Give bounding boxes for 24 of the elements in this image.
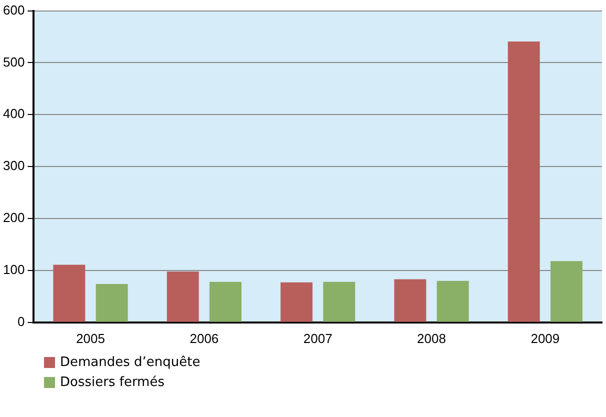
bar [550, 261, 582, 322]
bar [436, 280, 469, 322]
y-tick-label: 500 [2, 54, 25, 70]
bar [280, 282, 313, 322]
bar [96, 284, 128, 322]
y-tick-label: 0 [17, 314, 25, 329]
x-tick-label: 2008 [417, 330, 446, 346]
legend-label: Dossiers fermés [60, 374, 164, 390]
x-tick-label: 2007 [303, 330, 332, 346]
bar [323, 282, 356, 322]
x-tick-label: 2006 [190, 330, 219, 346]
y-tick-label: 200 [2, 210, 25, 226]
y-tick-label: 100 [2, 262, 25, 278]
bar [210, 282, 242, 322]
x-tick-label: 2009 [530, 330, 560, 346]
legend-label: Demandes d’enquête [60, 354, 200, 370]
bar [53, 264, 86, 322]
bar [508, 41, 540, 322]
y-tick-label: 400 [2, 106, 25, 122]
y-tick-label: 300 [2, 158, 25, 174]
y-tick-label: 600 [2, 2, 25, 18]
bar [166, 272, 199, 322]
x-tick-label: 2005 [76, 330, 105, 346]
bar [394, 279, 426, 322]
